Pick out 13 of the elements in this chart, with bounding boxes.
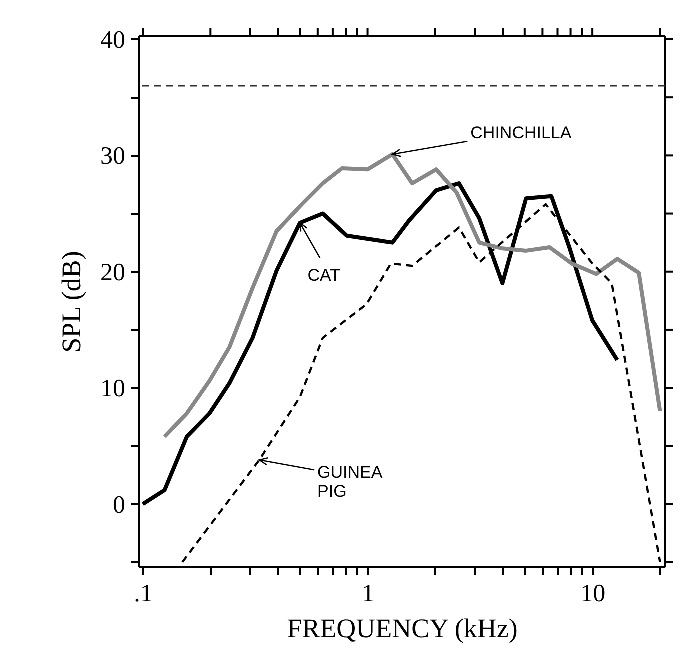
- annotation: CAT: [308, 266, 340, 286]
- x-tick-label: 10: [580, 580, 606, 608]
- annotation: GUINEA PIG: [318, 463, 384, 502]
- x-tick-label: 1: [362, 580, 375, 608]
- x-tick-label: .1: [134, 580, 153, 608]
- y-tick-label: 20: [100, 259, 126, 286]
- y-axis-title: SPL (dB): [56, 251, 86, 353]
- y-tick-label: 30: [100, 143, 126, 170]
- y-tick-label: 10: [100, 376, 126, 403]
- y-tick-label: 40: [100, 26, 126, 54]
- y-tick-label: 0: [113, 492, 126, 519]
- x-axis-title: FREQUENCY (kHz): [287, 614, 518, 644]
- annotation: CHINCHILLA: [470, 124, 572, 143]
